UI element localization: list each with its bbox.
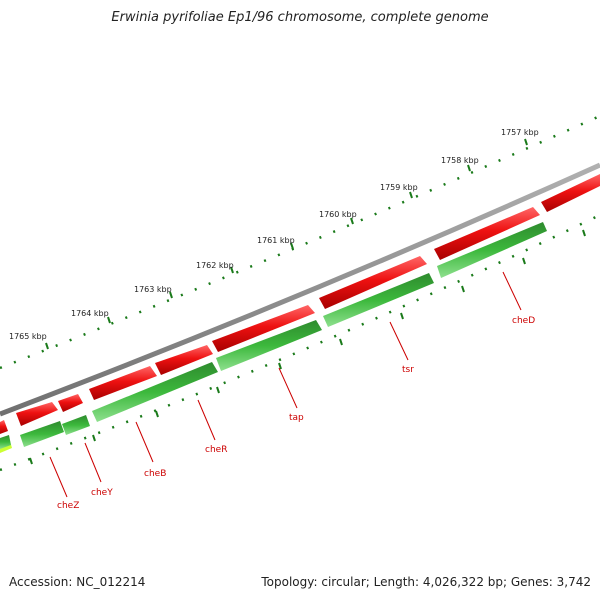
gene-arrow[interactable] bbox=[0, 420, 8, 434]
gene-label-tap: tap bbox=[289, 413, 304, 423]
scale-ring-inner bbox=[0, 213, 600, 472]
gene-arrow[interactable] bbox=[212, 305, 315, 352]
kbp-label: 1757 kbp bbox=[501, 128, 539, 137]
gene-arrow[interactable] bbox=[20, 421, 64, 447]
gene-label-ched: cheD bbox=[512, 316, 535, 326]
kbp-label: 1758 kbp bbox=[441, 156, 479, 165]
scale-ticks-inner bbox=[29, 229, 586, 465]
gene-arrow[interactable] bbox=[216, 320, 322, 371]
chromosome-backbone bbox=[0, 162, 600, 417]
scale-ring-outer bbox=[0, 114, 600, 370]
gene-arrow[interactable] bbox=[437, 222, 547, 278]
gene-arrow[interactable] bbox=[58, 394, 83, 412]
gene-label-cher: cheR bbox=[205, 445, 227, 455]
kbp-label: 1759 kbp bbox=[380, 183, 418, 192]
gene-arrow[interactable] bbox=[92, 362, 218, 422]
map-title: Erwinia pyrifoliae Ep1/96 chromosome, co… bbox=[111, 10, 489, 25]
gene-arrow[interactable] bbox=[62, 415, 90, 435]
gene-arrow[interactable] bbox=[319, 256, 427, 309]
gene-arrow[interactable] bbox=[16, 402, 58, 426]
kbp-label: 1760 kbp bbox=[319, 210, 357, 219]
gene-arrow[interactable] bbox=[0, 435, 11, 449]
gene-arrow[interactable] bbox=[155, 345, 213, 375]
gene-label-tsr: tsr bbox=[402, 365, 414, 375]
gene-arrow[interactable] bbox=[323, 273, 434, 327]
gene-arrow[interactable] bbox=[434, 207, 540, 260]
forward-strand-genes bbox=[0, 174, 600, 434]
gene-arrow[interactable] bbox=[89, 366, 157, 400]
kbp-label: 1762 kbp bbox=[196, 261, 234, 270]
accession-text: Accession: NC_012214 bbox=[9, 575, 146, 589]
reverse-strand-genes bbox=[0, 222, 547, 453]
scale-ticks-outer bbox=[45, 138, 528, 350]
label-leaders bbox=[49, 271, 522, 498]
kbp-label: 1764 kbp bbox=[71, 309, 109, 318]
kbp-label: 1761 kbp bbox=[257, 236, 295, 245]
kbp-label: 1765 kbp bbox=[9, 332, 47, 341]
gene-label-cheb: cheB bbox=[144, 469, 166, 479]
kbp-label: 1763 kbp bbox=[134, 285, 172, 294]
topology-summary: Topology: circular; Length: 4,026,322 bp… bbox=[261, 575, 591, 589]
gene-label-chez: cheZ bbox=[57, 501, 79, 511]
gene-arrow[interactable] bbox=[541, 174, 600, 212]
gene-label-chey: cheY bbox=[91, 488, 113, 498]
